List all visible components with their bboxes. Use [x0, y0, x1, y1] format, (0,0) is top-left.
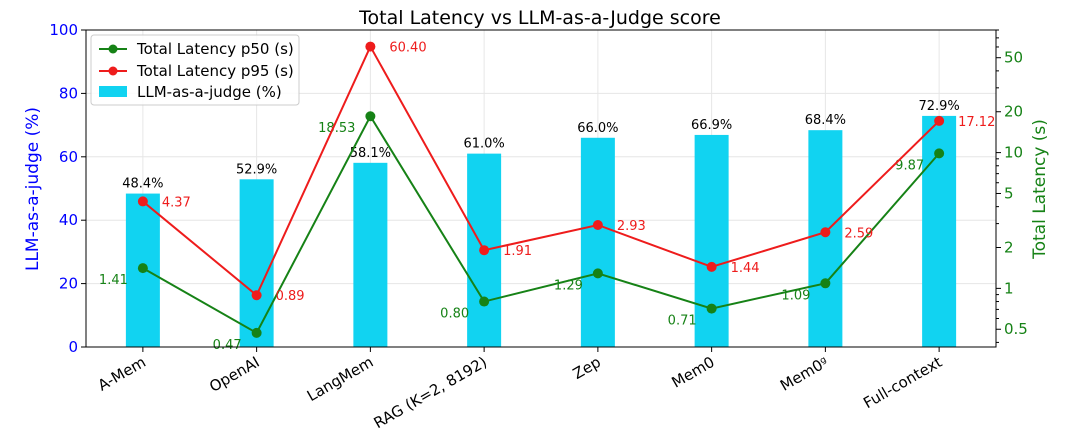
series-1-label-4: 2.93: [617, 219, 646, 234]
legend-marker-p50: [108, 44, 118, 54]
y-tick-label-1: 20: [59, 275, 78, 293]
series-1-label-7: 17.12: [958, 115, 995, 130]
series-0-point-4: [592, 268, 603, 279]
plot-frame: [85, 29, 997, 348]
x-tick-label-1: OpenAI: [206, 353, 262, 396]
bar-5: [694, 134, 729, 347]
chart-title: Total Latency vs LLM-as-a-Judge score: [358, 7, 721, 29]
series-1-point-6: [820, 227, 831, 238]
series-0-point-7: [934, 148, 945, 159]
legend-swatch-bars: [99, 86, 127, 97]
y-tick-label-2: 40: [59, 211, 78, 229]
y-tick-label-3: 60: [59, 148, 78, 166]
y2-tick-label-3: 5: [1004, 184, 1014, 202]
series-0-point-6: [820, 278, 831, 289]
legend-label-p50: Total Latency p50 (s): [136, 40, 294, 58]
bar-label-1: 52.9%: [236, 162, 277, 177]
series-1-point-4: [592, 219, 603, 230]
bar-1: [239, 179, 274, 347]
y2-tick-label-1: 1: [1004, 279, 1014, 297]
y2-tick-label-6: 50: [1004, 49, 1023, 67]
series-1-label-2: 60.40: [389, 41, 426, 56]
legend-marker-p95: [108, 66, 118, 76]
series-0-point-2: [365, 111, 376, 122]
series-1-label-0: 4.37: [162, 195, 191, 210]
y2-axis-label: Total Latency (s): [1030, 119, 1050, 260]
series-0-label-0: 1.41: [99, 273, 128, 288]
series-0-label-4: 1.29: [554, 278, 583, 293]
series-line-0: [142, 114, 940, 335]
x-tick-label-6: Mem0ᵍ: [777, 353, 831, 395]
y-tick-label-0: 0: [68, 338, 78, 356]
series-0-label-7: 9.87: [895, 158, 924, 173]
series-1-point-7: [934, 115, 945, 126]
series-1-label-1: 0.89: [276, 289, 305, 304]
bar-label-6: 68.4%: [805, 113, 846, 128]
series-1-label-6: 2.59: [844, 226, 873, 241]
series-1-label-5: 1.44: [731, 261, 760, 276]
bar-label-3: 61.0%: [463, 137, 504, 152]
legend-label-p95: Total Latency p95 (s): [136, 62, 294, 80]
series-0-point-5: [706, 303, 717, 314]
legend-label-bars: LLM-as-a-judge (%): [137, 83, 282, 101]
series-0-point-0: [137, 263, 148, 274]
bar-label-2: 58.1%: [350, 146, 391, 161]
x-tick-label-2: LangMem: [304, 353, 377, 405]
series-0-label-1: 0.47: [213, 338, 242, 353]
series-1-label-3: 1.91: [503, 244, 532, 259]
series-0-label-2: 18.53: [318, 121, 355, 136]
x-tick-label-0: A-Mem: [95, 353, 149, 395]
bar-2: [353, 162, 388, 347]
series-0-label-5: 0.71: [668, 314, 697, 329]
series-1-point-2: [365, 41, 376, 52]
x-tick-label-4: Zep: [570, 353, 604, 383]
series-0-label-6: 1.09: [781, 288, 810, 303]
series-0-point-3: [479, 296, 490, 307]
y-tick-label-5: 100: [49, 21, 78, 39]
bar-label-7: 72.9%: [918, 99, 959, 114]
x-tick-label-7: Full-context: [860, 353, 945, 412]
series-1-point-5: [706, 261, 717, 272]
series-line-1: [142, 44, 940, 297]
series-0-point-1: [251, 327, 262, 338]
lines: 1.41 0.47 18.53 0.80 1.29 0.71 1.09 9.87 4.37 0.8…: [99, 41, 995, 353]
x-tick-label-5: Mem0: [669, 353, 718, 392]
bar-6: [808, 130, 843, 347]
series-1-point-0: [137, 196, 148, 207]
bar-label-0: 48.4%: [122, 177, 163, 192]
legend-box: [90, 34, 300, 106]
y2-tick-label-2: 2: [1004, 239, 1014, 257]
series-1-point-3: [479, 245, 490, 256]
y2-tick-label-5: 20: [1004, 103, 1023, 121]
bar-4: [580, 137, 615, 347]
y-axis-label: LLM-as-a-judge (%): [23, 107, 43, 271]
y-tick-label-4: 80: [59, 84, 78, 102]
series-1-point-1: [251, 290, 262, 301]
y2-tick-label-4: 10: [1004, 144, 1023, 162]
legend: Total Latency p50 (s) Total Latency p95 …: [90, 34, 300, 106]
x-tick-label-3: RAG (K=2, 8192): [371, 353, 490, 432]
series-0-label-3: 0.80: [440, 307, 469, 322]
bar-label-5: 66.9%: [691, 118, 732, 133]
y2-tick-label-0: 0.5: [1004, 320, 1028, 338]
bars: 48.4% 52.9% 58.1% 61.0% 66.0% 66.9% 68.4% 72.9%: [122, 99, 960, 347]
bar-label-4: 66.0%: [577, 121, 618, 136]
